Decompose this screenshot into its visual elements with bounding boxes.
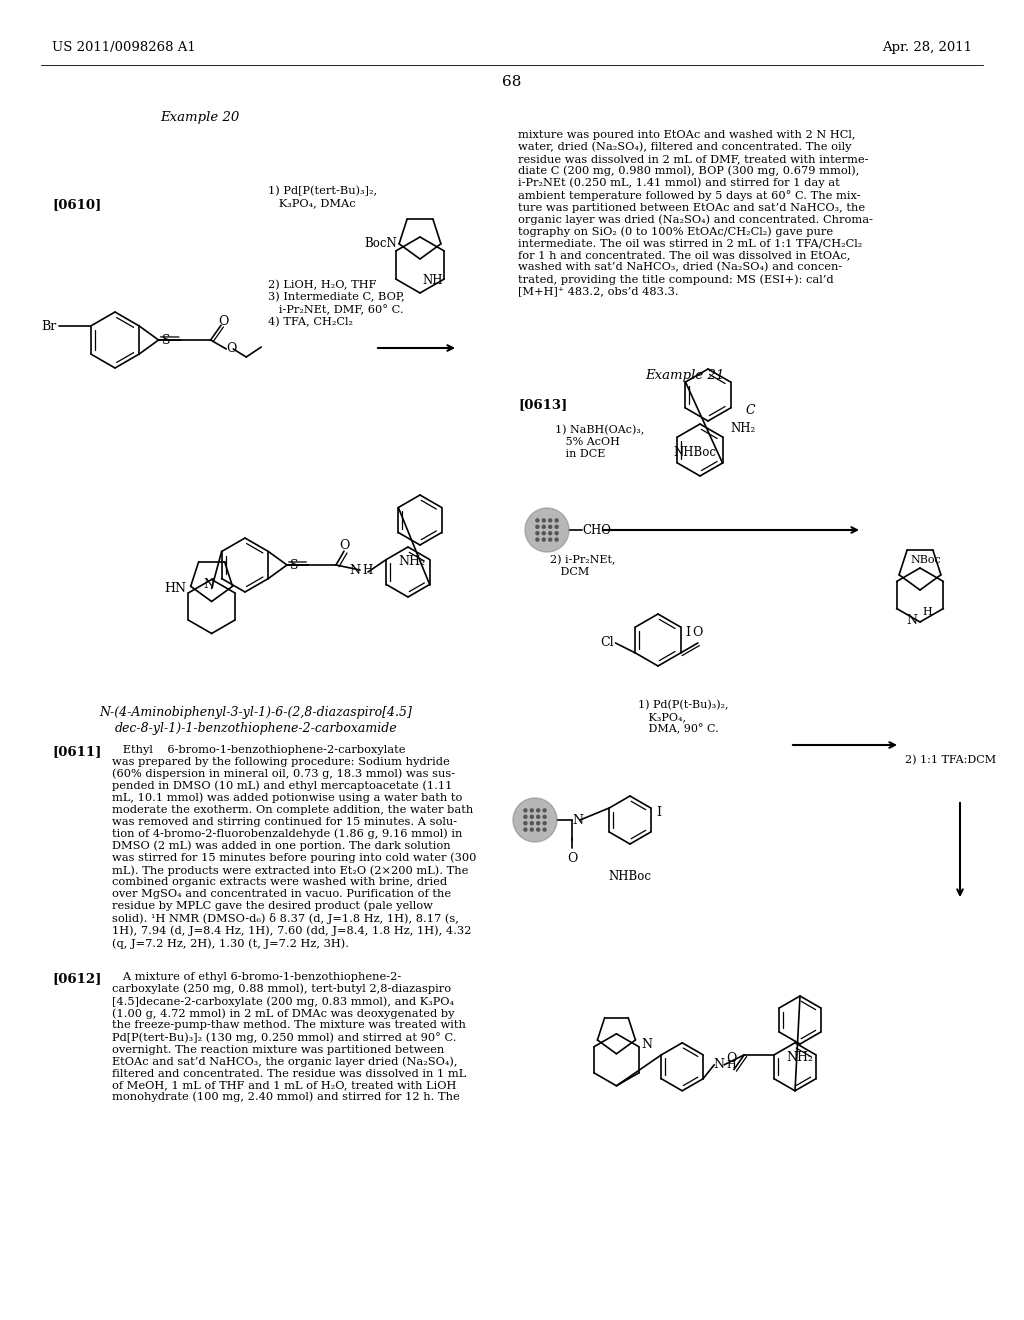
Text: BocN: BocN xyxy=(365,238,397,251)
Circle shape xyxy=(530,821,534,825)
Circle shape xyxy=(537,809,540,812)
Circle shape xyxy=(530,809,534,812)
Text: NBoc: NBoc xyxy=(910,556,941,565)
Text: Ethyl    6-bromo-1-benzothiophene-2-carboxylate
was prepared by the following pr: Ethyl 6-bromo-1-benzothiophene-2-carboxy… xyxy=(112,744,476,949)
Text: NHBoc: NHBoc xyxy=(674,446,717,459)
Circle shape xyxy=(524,828,527,832)
Text: Example 20: Example 20 xyxy=(161,111,240,124)
Text: O: O xyxy=(339,539,349,552)
Text: [0612]: [0612] xyxy=(52,972,101,985)
Circle shape xyxy=(537,821,540,825)
Text: S: S xyxy=(290,558,298,572)
Text: HN: HN xyxy=(165,582,186,595)
Circle shape xyxy=(537,816,540,818)
Circle shape xyxy=(525,508,569,552)
Circle shape xyxy=(524,821,527,825)
Circle shape xyxy=(536,539,539,541)
Circle shape xyxy=(530,816,534,818)
Text: N-(4-Aminobiphenyl-3-yl-1)-6-(2,8-diazaspiro[4.5]: N-(4-Aminobiphenyl-3-yl-1)-6-(2,8-diazas… xyxy=(99,706,413,719)
Circle shape xyxy=(543,821,546,825)
Circle shape xyxy=(549,539,552,541)
Text: N: N xyxy=(713,1059,724,1072)
Text: I: I xyxy=(685,626,690,639)
Text: NH₂: NH₂ xyxy=(730,422,756,436)
Text: NHBoc: NHBoc xyxy=(608,870,651,883)
Text: [0611]: [0611] xyxy=(52,744,101,758)
Text: O: O xyxy=(727,1052,737,1064)
Text: A mixture of ethyl 6-bromo-1-benzothiophene-2-
carboxylate (250 mg, 0.88 mmol), : A mixture of ethyl 6-bromo-1-benzothioph… xyxy=(112,972,466,1102)
Text: NH₂: NH₂ xyxy=(398,554,426,568)
Text: 68: 68 xyxy=(503,75,521,88)
Text: O: O xyxy=(567,851,578,865)
Circle shape xyxy=(513,799,557,842)
Text: dec-8-yl-1)-1-benzothiophene-2-carboxamide: dec-8-yl-1)-1-benzothiophene-2-carboxami… xyxy=(115,722,397,735)
Circle shape xyxy=(530,828,534,832)
Text: Cl: Cl xyxy=(600,636,613,649)
Text: N: N xyxy=(906,614,918,627)
Text: 2) i-Pr₂NEt,
   DCM: 2) i-Pr₂NEt, DCM xyxy=(550,554,615,577)
Text: 2) LiOH, H₂O, THF
3) Intermediate C, BOP,
   i-Pr₂NEt, DMF, 60° C.
4) TFA, CH₂Cl: 2) LiOH, H₂O, THF 3) Intermediate C, BOP… xyxy=(268,280,404,327)
Circle shape xyxy=(555,532,558,535)
Circle shape xyxy=(543,809,546,812)
Circle shape xyxy=(555,525,558,528)
Text: C: C xyxy=(745,404,755,417)
Text: N: N xyxy=(203,578,214,591)
Circle shape xyxy=(549,525,552,528)
Text: H: H xyxy=(726,1060,736,1069)
Text: 2) 1:1 TFA:DCM: 2) 1:1 TFA:DCM xyxy=(905,755,996,766)
Text: NH₂: NH₂ xyxy=(786,1051,813,1064)
Text: H: H xyxy=(922,607,932,616)
Text: S: S xyxy=(162,334,170,347)
Circle shape xyxy=(555,519,558,521)
Circle shape xyxy=(543,539,546,541)
Text: H: H xyxy=(362,564,373,577)
Circle shape xyxy=(555,539,558,541)
Circle shape xyxy=(543,532,546,535)
Circle shape xyxy=(536,532,539,535)
Circle shape xyxy=(543,519,546,521)
Circle shape xyxy=(543,816,546,818)
Circle shape xyxy=(549,519,552,521)
Circle shape xyxy=(537,828,540,832)
Circle shape xyxy=(549,532,552,535)
Circle shape xyxy=(543,828,546,832)
Text: mixture was poured into EtOAc and washed with 2 N HCl,
water, dried (Na₂SO₄), fi: mixture was poured into EtOAc and washed… xyxy=(518,129,873,296)
Text: 1) Pd(P(t-Bu)₃)₂,
   K₃PO₄,
   DMA, 90° C.: 1) Pd(P(t-Bu)₃)₂, K₃PO₄, DMA, 90° C. xyxy=(638,700,728,734)
Text: Br: Br xyxy=(42,319,56,333)
Text: N: N xyxy=(349,565,360,578)
Circle shape xyxy=(536,519,539,521)
Text: CHO: CHO xyxy=(582,524,611,536)
Text: [0613]: [0613] xyxy=(518,399,567,412)
Circle shape xyxy=(536,525,539,528)
Text: [0610]: [0610] xyxy=(52,198,101,211)
Text: Apr. 28, 2011: Apr. 28, 2011 xyxy=(882,41,972,54)
Text: Example 21: Example 21 xyxy=(645,368,725,381)
Circle shape xyxy=(524,816,527,818)
Text: 1) Pd[P(tert-Bu)₃]₂,
   K₃PO₄, DMAc: 1) Pd[P(tert-Bu)₃]₂, K₃PO₄, DMAc xyxy=(268,186,377,209)
Text: O: O xyxy=(226,342,237,355)
Text: N: N xyxy=(572,813,583,826)
Text: N: N xyxy=(641,1039,652,1051)
Text: I: I xyxy=(655,807,660,820)
Circle shape xyxy=(524,809,527,812)
Text: US 2011/0098268 A1: US 2011/0098268 A1 xyxy=(52,41,196,54)
Text: NH: NH xyxy=(422,275,442,286)
Text: O: O xyxy=(218,314,228,327)
Circle shape xyxy=(543,525,546,528)
Text: 1) NaBH(OAc)₃,
   5% AcOH
   in DCE: 1) NaBH(OAc)₃, 5% AcOH in DCE xyxy=(555,425,644,458)
Text: O: O xyxy=(692,627,703,639)
